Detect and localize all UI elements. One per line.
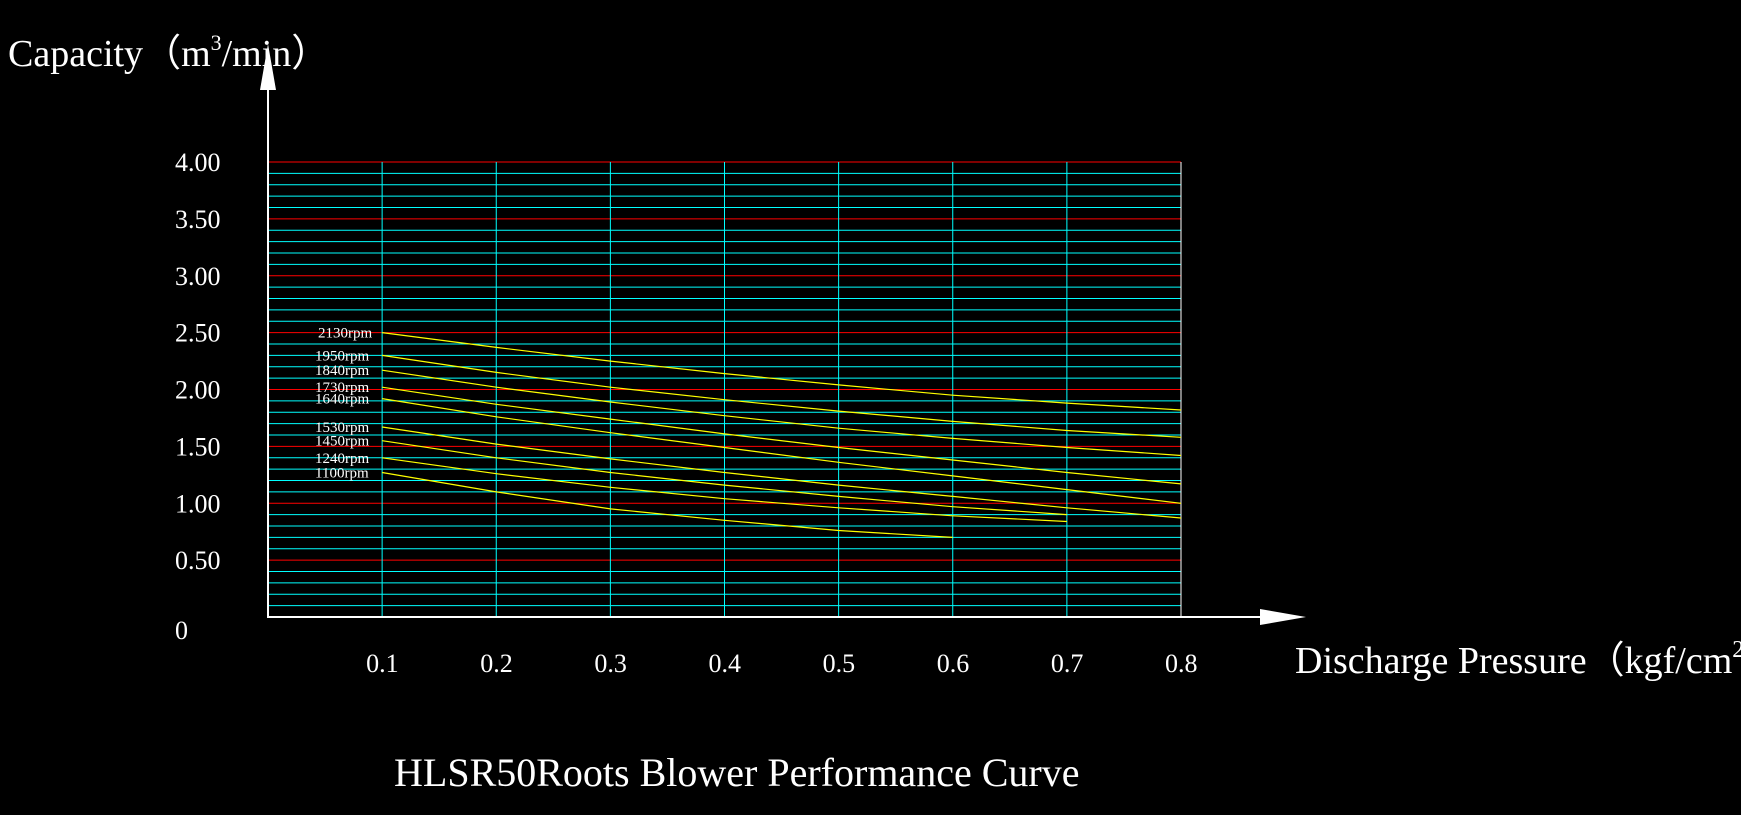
series-label-1450rpm: 1450rpm [315,434,369,450]
series-label-1950rpm: 1950rpm [315,348,369,364]
x-tick-label: 0.7 [1051,649,1084,678]
series-label-1640rpm: 1640rpm [315,392,369,408]
y-axis-arrow [260,44,276,90]
series-line-1640rpm [382,398,1182,504]
series-label-1840rpm: 1840rpm [315,363,369,379]
series-line-1100rpm [381,471,953,538]
chart-curves [381,332,1182,538]
series-line-1950rpm [382,354,1182,438]
chart-grid [268,161,1182,617]
series-label-1100rpm: 1100rpm [315,466,369,482]
series-line-1730rpm [382,386,1182,485]
series-line-1840rpm [382,369,1182,457]
series-line-1240rpm [382,457,1067,523]
x-axis-label: Discharge Pressure（kgf/cm2） [1295,637,1741,682]
x-tick-label: 0.6 [937,649,970,678]
series-label-2130rpm: 2130rpm [318,326,372,342]
x-tick-label: 0.3 [594,649,627,678]
chart-axes [260,44,1306,625]
y-tick-label: 1.50 [175,432,221,461]
x-axis-arrow [1260,609,1306,625]
x-tick-label: 0.4 [709,649,742,678]
series-label-1240rpm: 1240rpm [315,451,369,467]
y-tick-label: 0.50 [175,546,221,575]
y-tick-label: 3.50 [175,205,221,234]
y-tick-label: 4.00 [175,148,221,177]
y-tick-label: 0 [175,616,188,645]
series-line-2130rpm [382,332,1182,411]
series-label-1730rpm: 1730rpm [315,380,369,396]
y-tick-label: 2.00 [175,376,221,405]
y-tick-label: 3.00 [175,262,221,291]
x-tick-label: 0.2 [480,649,513,678]
x-tick-label: 0.1 [366,649,399,678]
y-tick-label: 2.50 [175,319,221,348]
series-label-1530rpm: 1530rpm [315,420,369,436]
chart-ticks: 0 0.50 1.00 1.50 2.00 2.50 3.00 3.50 4.00 0.1 0.2 0… [175,148,1198,678]
series-line-1530rpm [382,426,1182,519]
chart-title: HLSR50Roots Blower Performance Curve [394,750,1079,795]
series-line-1450rpm [382,440,1067,516]
y-axis-label: Capacity（m3/min） [8,30,329,75]
y-tick-label: 1.00 [175,489,221,518]
x-tick-label: 0.5 [823,649,856,678]
x-tick-label: 0.8 [1165,649,1198,678]
